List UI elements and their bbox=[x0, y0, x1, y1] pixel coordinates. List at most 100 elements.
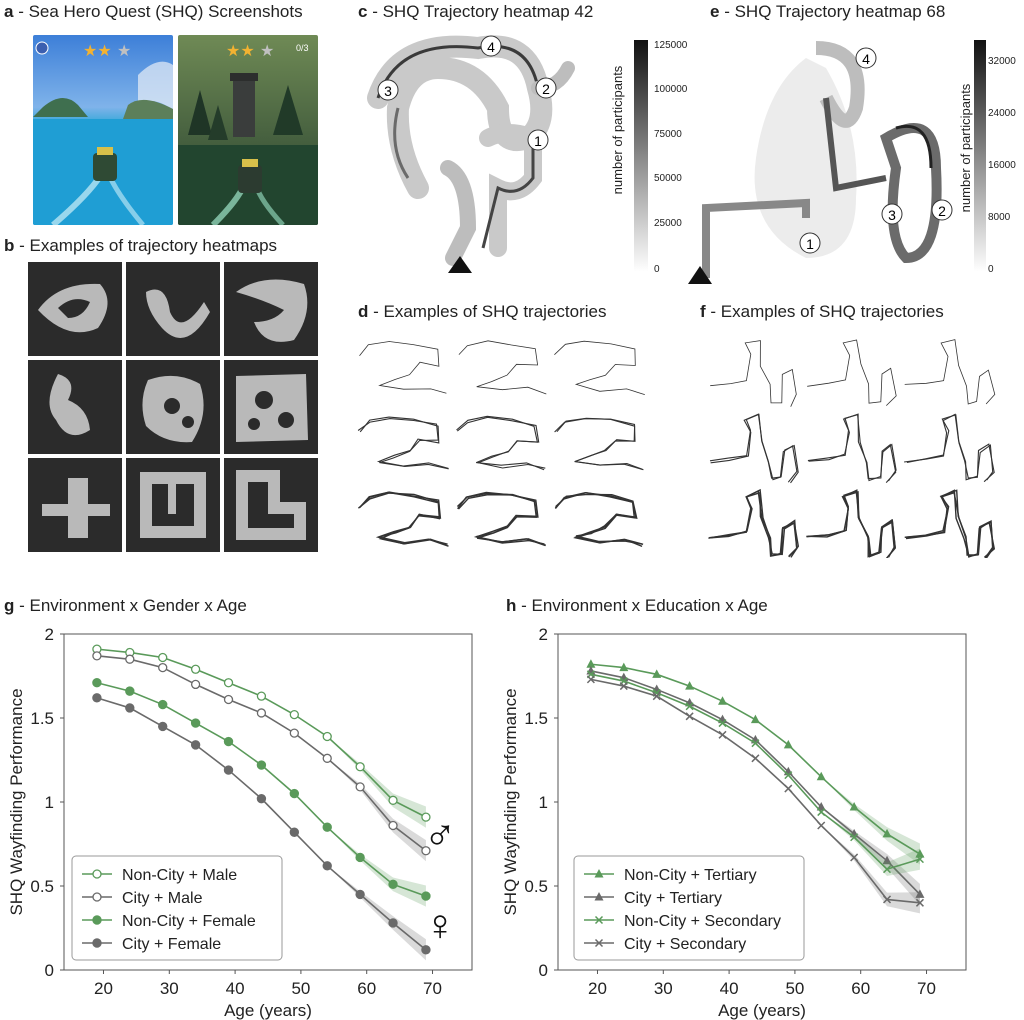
data-point bbox=[223, 694, 234, 705]
panel-b-title-text: Examples of trajectory heatmaps bbox=[29, 236, 278, 255]
trajectory-sketch bbox=[456, 415, 546, 471]
data-point bbox=[594, 915, 604, 925]
data-point bbox=[817, 821, 826, 830]
trajectory-sketch bbox=[807, 413, 897, 483]
data-point bbox=[289, 728, 299, 738]
x-tick-label: 60 bbox=[357, 979, 376, 998]
heatmap-example-3 bbox=[224, 262, 318, 356]
heatmap-42-markers: 4 2 3 1 bbox=[377, 35, 557, 151]
legend-label: Non-City + Male bbox=[122, 867, 237, 884]
x-tick-label: 60 bbox=[851, 979, 870, 998]
data-point bbox=[882, 828, 892, 838]
data-point bbox=[421, 891, 431, 901]
data-point bbox=[751, 739, 760, 748]
chart-gender-age: 0 0.5 1 1.5 2 20 30 40 50 60 70 Age (years) SHQ Wayf… bbox=[7, 625, 473, 1020]
panel-c-title: c - SHQ Trajectory heatmap 42 bbox=[358, 2, 594, 21]
data-point bbox=[718, 696, 728, 705]
trajectory-sketch bbox=[708, 488, 800, 558]
series-non-city-female bbox=[92, 678, 431, 907]
data-point bbox=[355, 889, 365, 900]
game-screenshot-sea: ★★ ★ bbox=[33, 35, 173, 225]
data-point bbox=[594, 938, 604, 948]
data-point bbox=[685, 681, 695, 690]
data-point bbox=[92, 915, 102, 925]
series-non-city-tertiary bbox=[586, 659, 925, 865]
data-point bbox=[783, 739, 793, 749]
start-triangle-icon bbox=[448, 256, 472, 273]
panel-f-title-text: Examples of SHQ trajectories bbox=[720, 302, 944, 321]
legend-box bbox=[573, 855, 805, 961]
panel-e-letter: e bbox=[710, 2, 720, 21]
heatmap-example-2 bbox=[126, 262, 220, 356]
legend-label: City + Tertiary bbox=[624, 890, 722, 907]
data-point bbox=[849, 802, 859, 811]
trajectory-sketch bbox=[458, 340, 547, 395]
trajectory-sketch bbox=[456, 491, 547, 547]
panel-h-title: h - Environment x Education x Age bbox=[506, 596, 768, 615]
heatmap-42-marker-2: 2 bbox=[542, 81, 550, 97]
data-point bbox=[652, 669, 662, 678]
panel-c-title-text: SHQ Trajectory heatmap 42 bbox=[382, 2, 594, 21]
heatmap-example-6 bbox=[224, 360, 318, 454]
colorbar-42-ticks: 125000 100000 75000 50000 25000 0 bbox=[654, 40, 700, 280]
series-line bbox=[96, 648, 427, 818]
data-point bbox=[816, 771, 826, 781]
data-point bbox=[158, 652, 168, 663]
data-point bbox=[289, 827, 300, 837]
series-line bbox=[590, 673, 921, 871]
data-point bbox=[421, 945, 431, 955]
heatmap-example-4 bbox=[28, 360, 122, 454]
heatmap-42: 4 2 3 1 bbox=[367, 35, 648, 273]
panel-a-letter: a bbox=[4, 2, 14, 21]
y-tick-label: 0 bbox=[539, 961, 548, 980]
trajectory-sketch bbox=[807, 339, 897, 406]
panel-c-letter: c bbox=[358, 2, 368, 21]
panel-e-title-text: SHQ Trajectory heatmap 68 bbox=[734, 2, 946, 21]
colorbar-68-tick: 32000 bbox=[988, 56, 1016, 67]
game-scene-sea-icon: ★★ ★ bbox=[33, 41, 173, 225]
data-point bbox=[388, 795, 398, 805]
data-point bbox=[915, 889, 925, 898]
colorbar-68-tick: 8000 bbox=[988, 212, 1011, 223]
data-point bbox=[619, 682, 628, 691]
legend-label: Non-City + Tertiary bbox=[624, 867, 757, 884]
colorbar-42-tick: 50000 bbox=[654, 173, 682, 184]
game-scene-forest-icon: ★★ ★ bbox=[178, 43, 318, 225]
data-point bbox=[190, 664, 201, 674]
y-axis-label: SHQ Wayfinding Performance bbox=[7, 688, 26, 915]
data-point bbox=[388, 820, 398, 831]
panel-d-letter: d bbox=[358, 302, 369, 321]
panel-f-title: f - Examples of SHQ trajectories bbox=[700, 302, 944, 321]
data-point bbox=[223, 736, 234, 747]
heatmap-example-9 bbox=[224, 458, 318, 552]
y-tick-label: 1 bbox=[45, 793, 54, 812]
y-tick-label: 0.5 bbox=[30, 877, 54, 896]
x-axis-label: Age (years) bbox=[718, 1001, 806, 1020]
heatmap-example-1 bbox=[28, 262, 122, 356]
data-point bbox=[190, 679, 201, 690]
data-point bbox=[685, 702, 694, 711]
data-point bbox=[355, 782, 365, 792]
data-point bbox=[92, 693, 102, 703]
data-point bbox=[322, 822, 332, 832]
y-tick-label: 0.5 bbox=[524, 877, 548, 896]
y-tick-label: 1.5 bbox=[30, 709, 54, 728]
x-tick-label: 30 bbox=[654, 979, 673, 998]
confidence-band bbox=[590, 664, 920, 865]
data-point bbox=[586, 675, 595, 684]
data-point bbox=[594, 869, 604, 878]
colorbar-68-ticks: 32000 24000 16000 8000 0 bbox=[988, 56, 1024, 296]
data-point bbox=[256, 760, 267, 770]
colorbar-42-tick: 0 bbox=[654, 264, 660, 275]
trajectory-sketch bbox=[904, 489, 996, 558]
data-point bbox=[915, 849, 925, 858]
data-point bbox=[817, 808, 826, 817]
x-axis-label: Age (years) bbox=[224, 1001, 312, 1020]
y-tick-label: 2 bbox=[539, 625, 548, 644]
data-point bbox=[388, 879, 398, 890]
data-point bbox=[784, 771, 793, 780]
heatmap-example-7 bbox=[28, 458, 122, 552]
data-point bbox=[784, 784, 793, 793]
data-point bbox=[289, 788, 300, 799]
data-point bbox=[289, 709, 299, 720]
